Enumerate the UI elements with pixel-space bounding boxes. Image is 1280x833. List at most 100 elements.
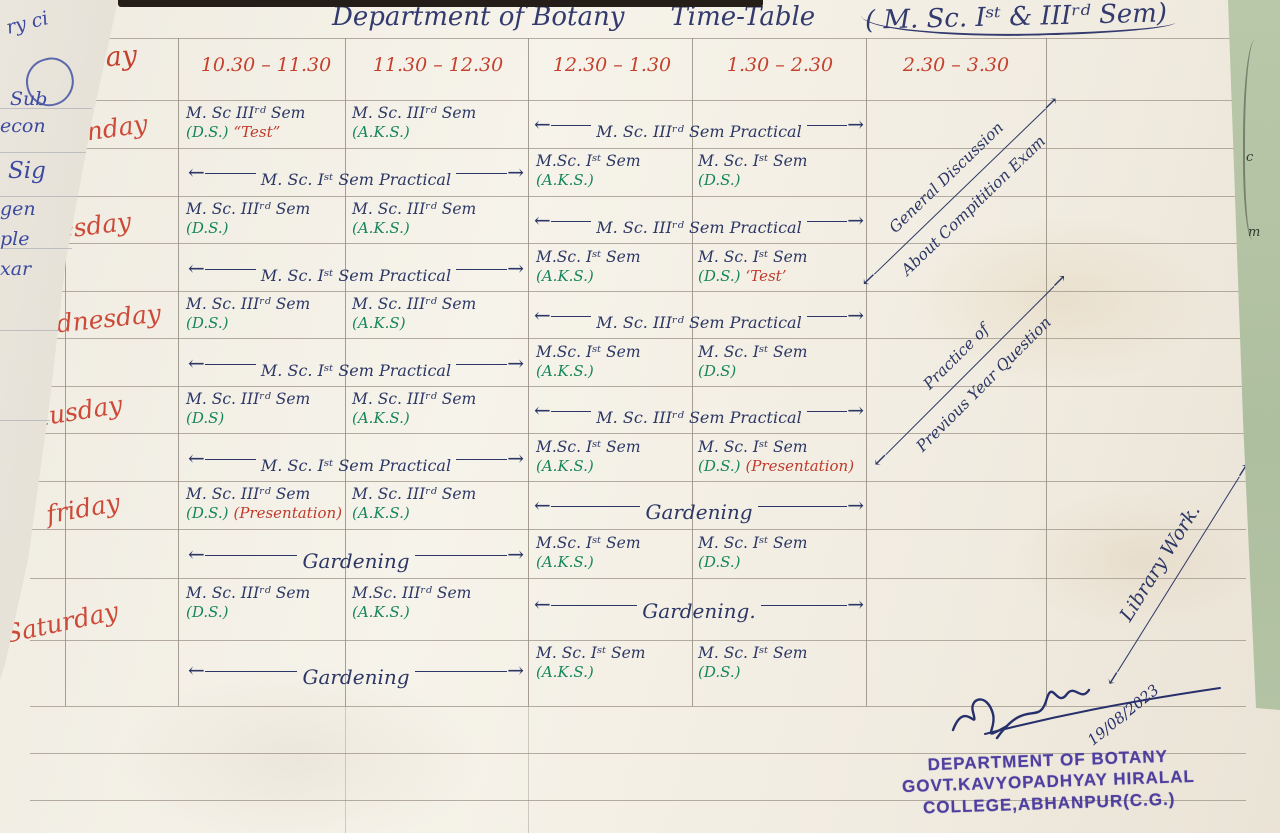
teacher-initials: (A.K.S.) (536, 552, 594, 571)
ruled-line (30, 706, 1246, 707)
arrow-left-head: ← (188, 542, 205, 566)
class-cell: M. Sc. IIIʳᵈ Sem (D.S) (186, 390, 310, 427)
teacher-initials: (A.K.S) (352, 313, 406, 332)
arrow-label: M. Sc. IIIʳᵈ Sem Practical (596, 312, 802, 332)
arrow-label: Gardening (302, 665, 410, 689)
ruled-line (30, 753, 1246, 754)
arrow-label: Gardening. (642, 599, 756, 623)
ruled-line (30, 578, 1246, 579)
margin-scribble: xar (0, 258, 32, 280)
teacher-initials: (D.S.) (698, 662, 741, 681)
arrow-left-head: ← (534, 208, 551, 232)
teacher-initials: (D.S.) (186, 122, 229, 141)
span-arrow: ← M. Sc. IIIʳᵈ Sem Practical → (534, 102, 864, 146)
class-cell: M. Sc. Iˢᵗ Sem (D.S.) (698, 152, 807, 189)
course-text: M. Sc. IIIʳᵈ Sem (352, 104, 477, 122)
column-line (866, 38, 867, 706)
header-slot-5: 2.30 – 3.30 (902, 54, 1010, 76)
class-cell: M. Sc. IIIʳᵈ Sem (D.S.) (186, 584, 310, 621)
green-board-crease (1243, 40, 1267, 240)
course-text: M. Sc. Iˢᵗ Sem (698, 152, 808, 170)
teacher-initials: (A.K.S.) (352, 122, 410, 141)
teacher-initials: (D.S.) (186, 218, 229, 237)
margin-scribble: ple (0, 228, 30, 250)
class-cell: M.Sc. Iˢᵗ Sem (A.K.S.) (536, 248, 641, 285)
course-text: M. Sc. Iˢᵗ Sem (698, 644, 808, 662)
header-slot-4: 1.30 – 2.30 (726, 54, 834, 76)
course-text: M. Sc. IIIʳᵈ Sem (352, 485, 477, 503)
class-cell: M. Sc. IIIʳᵈ Sem (A.K.S.) (352, 485, 476, 522)
column-line (528, 706, 529, 833)
class-cell: M.Sc. Iˢᵗ Sem (A.K.S.) (536, 343, 641, 380)
note-text: (Presentation) (745, 456, 855, 475)
span-arrow: ← Gardening → (188, 532, 524, 576)
arrow-label: Gardening (302, 549, 410, 573)
arrow-right-head: → (847, 112, 865, 136)
ruled-line (30, 291, 1246, 292)
ruled-line (30, 800, 1246, 801)
header-slot-1: 10.30 – 11.30 (200, 54, 332, 76)
arrow-label: M. Sc. IIIʳᵈ Sem Practical (596, 217, 802, 237)
teacher-initials: (D.S.) (186, 503, 229, 522)
course-text: M.Sc. Iˢᵗ Sem (536, 534, 641, 552)
ruled-line (30, 433, 1246, 434)
course-text: M. Sc. Iˢᵗ Sem (536, 644, 646, 662)
header-slot-3: 12.30 – 1.30 (552, 54, 672, 76)
course-text: M. Sc. IIIʳᵈ Sem (352, 390, 477, 408)
day-label-friday: friday (44, 487, 123, 530)
ruled-line (30, 481, 1246, 482)
arrow-right-head: → (847, 208, 865, 232)
ruled-line (30, 243, 1246, 244)
class-cell: M. Sc. Iˢᵗ Sem (D.S.) (698, 644, 807, 681)
teacher-initials: (A.K.S.) (536, 266, 594, 285)
arrow-right-head: → (847, 592, 865, 616)
class-cell: M. Sc. IIIʳᵈ Sem (D.S.) (186, 295, 310, 332)
arrow-right-head: → (847, 493, 864, 517)
table-edge-shadow (118, 0, 763, 7)
course-text: M. Sc. IIIʳᵈ Sem (352, 200, 477, 218)
title-timetable: Time-Table (670, 2, 816, 32)
teacher-initials: (D.S.) (698, 552, 741, 571)
teacher-initials: (A.K.S.) (352, 408, 410, 427)
teacher-initials: (A.K.S.) (352, 503, 410, 522)
arrow-left-head: ← (188, 256, 205, 280)
diagonal-text: General Discussion (885, 118, 1008, 237)
arrow-left-head: ← (534, 303, 551, 327)
arrow-label: Gardening (645, 500, 753, 524)
teacher-initials: (A.K.S.) (536, 662, 594, 681)
class-cell: M. Sc. IIIʳᵈ Sem (A.K.S.) (352, 390, 476, 427)
ruled-line (30, 640, 1246, 641)
arrow-left-head: ← (534, 398, 551, 422)
column-line (345, 706, 346, 833)
page-title: Department of Botany Time-Table ( M. Sc.… (332, 0, 1176, 40)
course-text: M.Sc. IIIʳᵈ Sem (352, 584, 472, 602)
course-text: M. Sc. Iˢᵗ Sem (698, 438, 808, 456)
ruled-line (30, 338, 1246, 339)
teacher-initials: (D.S.) (698, 456, 741, 475)
teacher-initials: (D.S) (186, 408, 225, 427)
signature-scribble (951, 687, 1221, 740)
course-text: M. Sc. Iˢᵗ Sem (698, 343, 808, 361)
notebook-rule (0, 420, 50, 421)
teacher-initials: (D.S.) (698, 266, 741, 285)
course-text: M.Sc. Iˢᵗ Sem (536, 438, 641, 456)
note-text: “Test” (233, 122, 281, 141)
class-cell: M. Sc. Iˢᵗ Sem (D.S.) (698, 534, 807, 571)
arrow-left-head: ← (188, 658, 205, 682)
diagonal-note-library-work: Library Work. ← → (1082, 447, 1256, 690)
arrow-right-head: → (847, 398, 865, 422)
class-cell: M.Sc. IIIʳᵈ Sem (A.K.S.) (352, 584, 471, 621)
class-cell: M. Sc. IIIʳᵈ Sem (A.K.S.) (352, 104, 476, 141)
arrow-label: M. Sc. Iˢᵗ Sem Practical (260, 265, 452, 285)
span-arrow: ← Gardening. → (534, 582, 864, 626)
notebook-rule (0, 152, 86, 153)
teacher-initials: (A.K.S.) (536, 170, 594, 189)
arrow-left-head: ← (188, 446, 205, 470)
teacher-initials: (A.K.S.) (536, 456, 594, 475)
span-arrow: ← M. Sc. Iˢᵗ Sem Practical → (188, 150, 524, 194)
class-cell: M.Sc. Iˢᵗ Sem (A.K.S.) (536, 534, 641, 571)
column-line (345, 38, 346, 706)
span-arrow: ← M. Sc. Iˢᵗ Sem Practical → (188, 436, 524, 480)
green-board-mark: c (1246, 150, 1254, 165)
